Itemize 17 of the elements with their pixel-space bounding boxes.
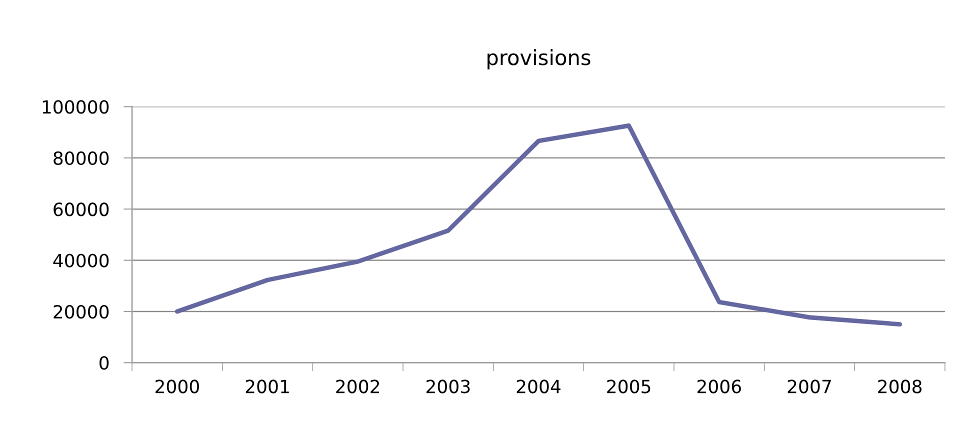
y-tick-label: 20000 bbox=[54, 304, 109, 319]
x-tick-label: 2007 bbox=[788, 380, 831, 394]
x-tick-label: 2001 bbox=[246, 380, 289, 394]
x-tick-label: 2008 bbox=[878, 380, 922, 394]
x-tick-label: 2003 bbox=[426, 380, 470, 394]
line-series bbox=[174, 123, 902, 327]
y-tick-label: 0 bbox=[100, 356, 109, 370]
x-tick-label: 2006 bbox=[697, 380, 741, 394]
y-tick-label: 40000 bbox=[53, 254, 109, 268]
x-tick-label: 2002 bbox=[336, 380, 380, 394]
x-tick-label: 2005 bbox=[607, 380, 650, 394]
x-tick-label: 2000 bbox=[156, 380, 199, 394]
y-tick-label: 100000 bbox=[42, 100, 109, 114]
y-tick-label: 80000 bbox=[54, 151, 109, 165]
y-tick-label: 60000 bbox=[54, 202, 109, 216]
x-tick-label: 2004 bbox=[516, 380, 560, 394]
chart-title: provisions bbox=[488, 49, 590, 70]
